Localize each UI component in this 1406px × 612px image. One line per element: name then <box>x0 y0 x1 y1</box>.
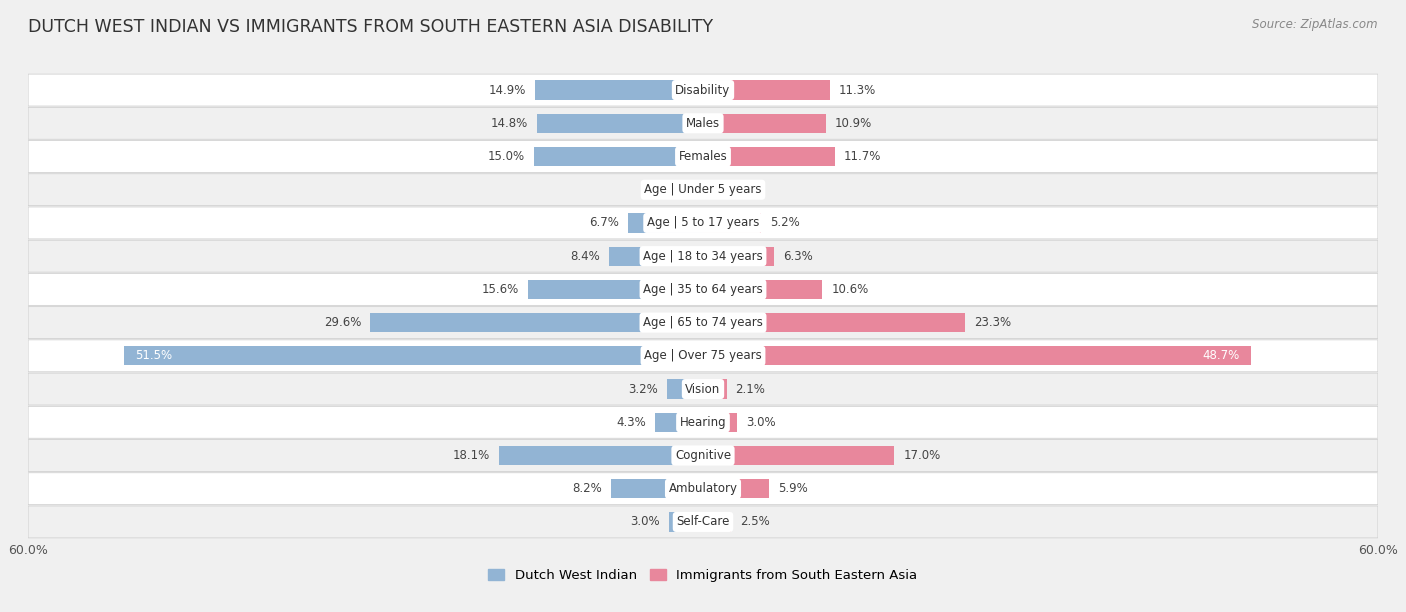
Text: 10.9%: 10.9% <box>835 117 872 130</box>
Bar <box>703 114 825 133</box>
Text: 8.4%: 8.4% <box>569 250 599 263</box>
Bar <box>703 379 727 398</box>
Text: 11.7%: 11.7% <box>844 150 882 163</box>
Bar <box>703 412 737 432</box>
Text: Age | 18 to 34 years: Age | 18 to 34 years <box>643 250 763 263</box>
Text: 23.3%: 23.3% <box>974 316 1011 329</box>
Bar <box>703 446 894 465</box>
Bar <box>627 214 703 233</box>
FancyBboxPatch shape <box>28 373 1378 405</box>
Bar <box>703 80 830 100</box>
FancyBboxPatch shape <box>28 274 1378 305</box>
Text: Cognitive: Cognitive <box>675 449 731 462</box>
Text: Age | Over 75 years: Age | Over 75 years <box>644 349 762 362</box>
Bar <box>499 446 703 465</box>
Bar <box>610 479 703 498</box>
Text: Source: ZipAtlas.com: Source: ZipAtlas.com <box>1253 18 1378 31</box>
Bar <box>703 512 731 532</box>
Bar <box>537 114 703 133</box>
FancyBboxPatch shape <box>28 307 1378 338</box>
Bar <box>370 313 703 332</box>
Text: Self-Care: Self-Care <box>676 515 730 528</box>
Bar <box>534 147 703 166</box>
Bar <box>609 247 703 266</box>
Bar <box>703 247 773 266</box>
Bar <box>703 346 1251 365</box>
Text: Age | 35 to 64 years: Age | 35 to 64 years <box>643 283 763 296</box>
Bar <box>703 147 835 166</box>
Text: Age | 5 to 17 years: Age | 5 to 17 years <box>647 217 759 230</box>
Text: 11.3%: 11.3% <box>839 84 876 97</box>
Text: 2.5%: 2.5% <box>740 515 770 528</box>
Text: 3.0%: 3.0% <box>631 515 661 528</box>
Bar <box>536 80 703 100</box>
Text: Males: Males <box>686 117 720 130</box>
Text: Age | Under 5 years: Age | Under 5 years <box>644 183 762 196</box>
FancyBboxPatch shape <box>28 174 1378 206</box>
Bar <box>703 214 762 233</box>
FancyBboxPatch shape <box>28 141 1378 173</box>
Text: 51.5%: 51.5% <box>135 349 172 362</box>
Text: Disability: Disability <box>675 84 731 97</box>
Text: 10.6%: 10.6% <box>831 283 869 296</box>
Text: 29.6%: 29.6% <box>323 316 361 329</box>
Bar <box>527 280 703 299</box>
Text: 14.8%: 14.8% <box>491 117 527 130</box>
Text: Females: Females <box>679 150 727 163</box>
Text: 15.0%: 15.0% <box>488 150 526 163</box>
Bar <box>703 313 965 332</box>
FancyBboxPatch shape <box>28 473 1378 505</box>
Text: 15.6%: 15.6% <box>481 283 519 296</box>
Text: 18.1%: 18.1% <box>453 449 491 462</box>
Text: 4.3%: 4.3% <box>616 416 645 429</box>
Bar <box>703 479 769 498</box>
FancyBboxPatch shape <box>28 506 1378 538</box>
Text: 17.0%: 17.0% <box>903 449 941 462</box>
Bar <box>682 180 703 200</box>
FancyBboxPatch shape <box>28 207 1378 239</box>
Text: 5.9%: 5.9% <box>779 482 808 495</box>
Bar <box>703 180 716 200</box>
Text: 5.2%: 5.2% <box>770 217 800 230</box>
Bar <box>703 280 823 299</box>
FancyBboxPatch shape <box>28 406 1378 438</box>
FancyBboxPatch shape <box>28 74 1378 106</box>
FancyBboxPatch shape <box>28 439 1378 471</box>
Text: DUTCH WEST INDIAN VS IMMIGRANTS FROM SOUTH EASTERN ASIA DISABILITY: DUTCH WEST INDIAN VS IMMIGRANTS FROM SOU… <box>28 18 713 36</box>
FancyBboxPatch shape <box>28 340 1378 371</box>
Text: 1.9%: 1.9% <box>643 183 672 196</box>
Bar <box>669 512 703 532</box>
Legend: Dutch West Indian, Immigrants from South Eastern Asia: Dutch West Indian, Immigrants from South… <box>484 564 922 588</box>
Bar <box>655 412 703 432</box>
Text: 8.2%: 8.2% <box>572 482 602 495</box>
FancyBboxPatch shape <box>28 241 1378 272</box>
Text: 3.0%: 3.0% <box>745 416 775 429</box>
Text: 48.7%: 48.7% <box>1202 349 1240 362</box>
Text: 2.1%: 2.1% <box>735 382 765 395</box>
Text: Vision: Vision <box>685 382 721 395</box>
Text: 14.9%: 14.9% <box>489 84 526 97</box>
Bar <box>124 346 703 365</box>
Text: 1.1%: 1.1% <box>724 183 754 196</box>
FancyBboxPatch shape <box>28 107 1378 139</box>
Text: 6.3%: 6.3% <box>783 250 813 263</box>
Text: Hearing: Hearing <box>679 416 727 429</box>
Bar <box>666 379 703 398</box>
Text: 3.2%: 3.2% <box>628 382 658 395</box>
Text: Ambulatory: Ambulatory <box>668 482 738 495</box>
Text: Age | 65 to 74 years: Age | 65 to 74 years <box>643 316 763 329</box>
Text: 6.7%: 6.7% <box>589 217 619 230</box>
